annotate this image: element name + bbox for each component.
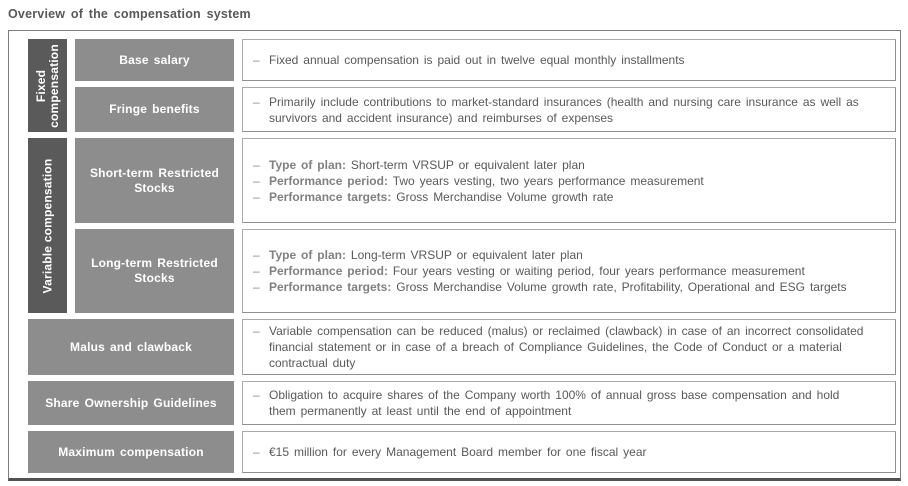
group-bar-variable-compensation: Variable compensation	[28, 138, 67, 313]
bullet-item: – Performance period: Four years vesting …	[243, 263, 869, 279]
bullet-text: €15 million for every Management Board m…	[269, 445, 647, 459]
bullet-item: – Performance targets: Gross Merchandise …	[243, 279, 869, 295]
dash-bullet: –	[253, 189, 260, 204]
row-desc-share-ownership-guidelines: – Obligation to acquire shares of the Com…	[242, 381, 896, 425]
bullet-text: Primarily include contributions to marke…	[269, 94, 859, 125]
bullet-item: – Performance period: Two years vesting, …	[243, 173, 869, 189]
row-label-base-salary: Base salary	[75, 39, 234, 81]
bullet-text: Variable compensation can be reduced (ma…	[269, 324, 864, 370]
group-bar-fixed-compensation: Fixed compensation	[28, 39, 67, 132]
dash-bullet: –	[253, 280, 260, 294]
row-desc-malus-and-clawback: – Variable compensation can be reduced (m…	[242, 319, 896, 375]
dash-bullet: –	[253, 264, 260, 278]
bullet-item: – €15 million for every Management Board …	[243, 444, 869, 460]
dash-bullet: –	[253, 53, 260, 67]
dash-bullet: –	[253, 388, 260, 402]
dash-bullet: –	[253, 248, 260, 262]
row-desc-long-term-restricted-stocks: – Type of plan: Long-term VRSUP or equiva…	[242, 229, 896, 313]
dash-bullet: –	[253, 94, 260, 109]
page-title: Overview of the compensation system	[8, 7, 251, 21]
group-label-fixed-compensation: Fixed compensation	[33, 43, 61, 128]
row-label-malus-and-clawback: Malus and clawback	[28, 319, 234, 375]
row-label-long-term-restricted-stocks: Long-term Restricted Stocks	[75, 229, 234, 313]
bullet-lead: Type of plan:	[269, 248, 346, 262]
row-label-fringe-benefits: Fringe benefits	[75, 87, 234, 132]
row-desc-fringe-benefits: – Primarily include contributions to mark…	[242, 87, 896, 132]
bullet-text: Two years vesting, two years performance…	[392, 173, 704, 188]
bullet-item: – Type of plan: Short-term VRSUP or equiv…	[243, 157, 869, 173]
row-label-maximum-compensation: Maximum compensation	[28, 431, 234, 473]
bullet-lead: Performance period:	[269, 173, 388, 188]
bullet-item: – Performance targets: Gross Merchandise …	[243, 189, 869, 205]
row-label-short-term-restricted-stocks: Short-term Restricted Stocks	[75, 138, 234, 223]
compensation-grid: Fixed compensation Variable compensation…	[28, 39, 896, 473]
bullet-lead: Performance period:	[269, 264, 388, 278]
row-desc-short-term-restricted-stocks: – Type of plan: Short-term VRSUP or equiv…	[242, 138, 896, 223]
bullet-item: – Variable compensation can be reduced (m…	[243, 323, 869, 371]
dash-bullet: –	[253, 157, 260, 172]
dash-bullet: –	[253, 324, 260, 338]
bullet-item: – Fixed annual compensation is paid out i…	[243, 52, 869, 68]
row-desc-base-salary: – Fixed annual compensation is paid out i…	[242, 39, 896, 81]
row-label-share-ownership-guidelines: Share Ownership Guidelines	[28, 381, 234, 425]
row-desc-maximum-compensation: – €15 million for every Management Board …	[242, 431, 896, 473]
bullet-text: Gross Merchandise Volume growth rate, Pr…	[396, 280, 847, 294]
bullet-item: – Type of plan: Long-term VRSUP or equiva…	[243, 247, 869, 263]
bullet-lead: Performance targets:	[269, 280, 392, 294]
bullet-text: Obligation to acquire shares of the Comp…	[269, 388, 840, 418]
bullet-text: Long-term VRSUP or equivalent later plan	[350, 248, 583, 262]
bullet-item: – Primarily include contributions to mark…	[243, 94, 869, 126]
compensation-table: Fixed compensation Variable compensation…	[8, 30, 901, 481]
bullet-lead: Performance targets:	[269, 189, 392, 204]
bullet-text: Short-term VRSUP or equivalent later pla…	[350, 157, 585, 172]
bullet-text: Gross Merchandise Volume growth rate	[396, 189, 614, 204]
bullet-text: Four years vesting or waiting period, fo…	[392, 264, 805, 278]
bullet-lead: Type of plan:	[269, 157, 346, 172]
bullet-text: Fixed annual compensation is paid out in…	[269, 53, 685, 67]
group-label-variable-compensation: Variable compensation	[40, 158, 54, 293]
dash-bullet: –	[253, 173, 260, 188]
dash-bullet: –	[253, 445, 260, 459]
bullet-item: – Obligation to acquire shares of the Com…	[243, 387, 869, 419]
